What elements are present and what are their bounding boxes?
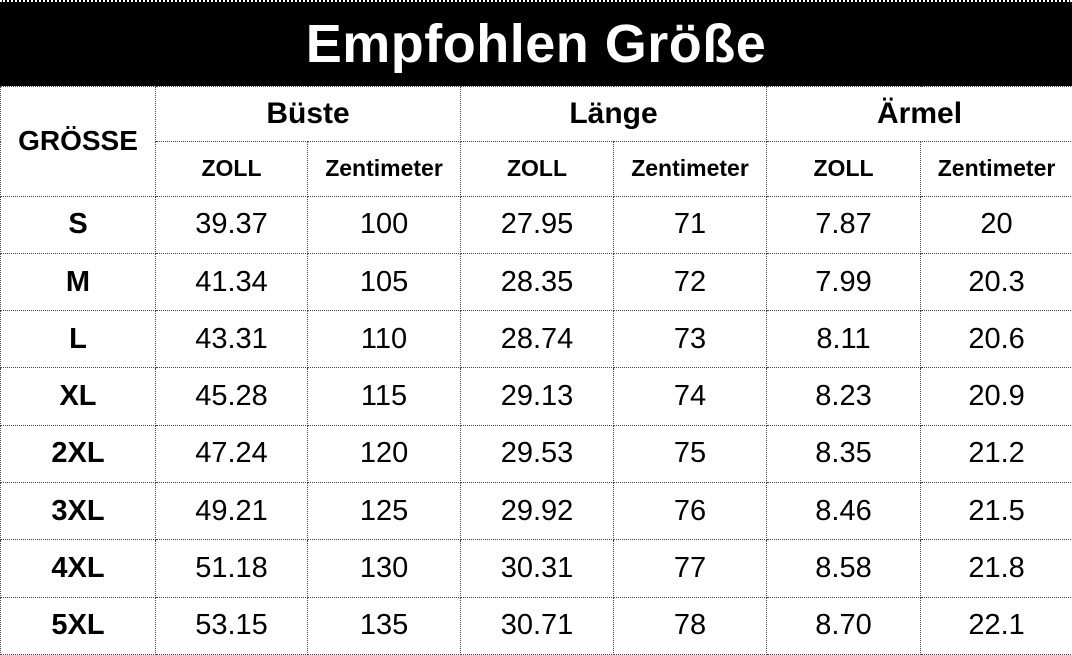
value-cell: 73 — [613, 310, 768, 369]
size-cell: 2XL — [0, 424, 156, 484]
unit-header-bueste-zentimeter: Zentimeter — [306, 141, 462, 197]
size-cell: M — [0, 252, 156, 312]
size-cell: S — [0, 195, 156, 254]
value-cell: 28.35 — [460, 252, 615, 312]
group-header-laenge: Länge — [460, 85, 768, 143]
value-cell: 75 — [613, 424, 768, 484]
value-cell: 30.31 — [460, 539, 615, 598]
table-row-xl: XL 45.28 115 29.13 74 8.23 20.9 — [0, 367, 1072, 426]
value-cell: 29.92 — [460, 482, 615, 541]
value-cell: 27.95 — [460, 195, 615, 254]
size-cell: 4XL — [0, 539, 156, 598]
value-cell: 21.5 — [920, 482, 1072, 541]
table-row-s: S 39.37 100 27.95 71 7.87 20 — [0, 195, 1072, 254]
unit-header-laenge-zentimeter: Zentimeter — [613, 141, 768, 197]
value-cell: 39.37 — [155, 195, 308, 254]
unit-header-laenge-zoll: ZOLL — [460, 141, 615, 197]
header-row-groups: GRÖSSE Büste Länge Ärmel — [0, 85, 1072, 197]
table-row-m: M 41.34 105 28.35 72 7.99 20.3 — [0, 252, 1072, 312]
value-cell: 20.9 — [920, 367, 1072, 426]
unit-header-bueste-zoll: ZOLL — [155, 141, 308, 197]
unit-header-aermel-zoll: ZOLL — [766, 141, 922, 197]
size-chart-table: GRÖSSE Büste Länge Ärmel ZOLL Zentimeter… — [0, 85, 1072, 655]
value-cell: 72 — [613, 252, 768, 312]
value-cell: 100 — [306, 195, 462, 254]
value-cell: 8.35 — [766, 424, 922, 484]
column-header-groesse: GRÖSSE — [0, 86, 156, 197]
value-cell: 120 — [306, 424, 462, 484]
value-cell: 74 — [613, 367, 768, 426]
value-cell: 29.53 — [460, 424, 615, 484]
value-cell: 22.1 — [920, 596, 1072, 655]
value-cell: 30.71 — [460, 596, 615, 655]
size-cell: 3XL — [0, 482, 156, 541]
value-cell: 76 — [613, 482, 768, 541]
value-cell: 8.11 — [766, 310, 922, 369]
value-cell: 51.18 — [155, 539, 308, 598]
value-cell: 115 — [306, 367, 462, 426]
value-cell: 43.31 — [155, 310, 308, 369]
value-cell: 8.70 — [766, 596, 922, 655]
table-row-3xl: 3XL 49.21 125 29.92 76 8.46 21.5 — [0, 482, 1072, 541]
value-cell: 8.46 — [766, 482, 922, 541]
value-cell: 135 — [306, 596, 462, 655]
value-cell: 20.6 — [920, 310, 1072, 369]
value-cell: 130 — [306, 539, 462, 598]
table-row-5xl: 5XL 53.15 135 30.71 78 8.70 22.1 — [0, 596, 1072, 655]
value-cell: 20.3 — [920, 252, 1072, 312]
table-row-2xl: 2XL 47.24 120 29.53 75 8.35 21.2 — [0, 424, 1072, 484]
value-cell: 110 — [306, 310, 462, 369]
page-title: Empfohlen Größe — [305, 14, 767, 74]
group-header-bueste: Büste — [154, 85, 462, 143]
value-cell: 47.24 — [155, 424, 308, 484]
value-cell: 7.99 — [766, 252, 922, 312]
unit-header-aermel-zentimeter: Zentimeter — [920, 141, 1072, 197]
group-header-aermel: Ärmel — [766, 85, 1072, 143]
value-cell: 21.2 — [920, 424, 1072, 484]
value-cell: 53.15 — [155, 596, 308, 655]
table-row-4xl: 4XL 51.18 130 30.31 77 8.58 21.8 — [0, 539, 1072, 598]
value-cell: 78 — [613, 596, 768, 655]
table-row-l: L 43.31 110 28.74 73 8.11 20.6 — [0, 310, 1072, 369]
value-cell: 49.21 — [155, 482, 308, 541]
value-cell: 77 — [613, 539, 768, 598]
value-cell: 21.8 — [920, 539, 1072, 598]
value-cell: 8.58 — [766, 539, 922, 598]
value-cell: 71 — [613, 195, 768, 254]
value-cell: 29.13 — [460, 367, 615, 426]
size-cell: L — [0, 310, 156, 369]
value-cell: 45.28 — [155, 367, 308, 426]
header-row-units: ZOLL Zentimeter ZOLL Zentimeter ZOLL Zen… — [1, 141, 1072, 197]
value-cell: 105 — [306, 252, 462, 312]
size-cell: XL — [0, 367, 156, 426]
size-cell: 5XL — [0, 596, 156, 655]
value-cell: 20 — [920, 195, 1072, 254]
value-cell: 28.74 — [460, 310, 615, 369]
value-cell: 41.34 — [155, 252, 308, 312]
value-cell: 7.87 — [766, 195, 922, 254]
value-cell: 125 — [306, 482, 462, 541]
title-banner: Empfohlen Größe — [0, 0, 1072, 86]
value-cell: 8.23 — [766, 367, 922, 426]
